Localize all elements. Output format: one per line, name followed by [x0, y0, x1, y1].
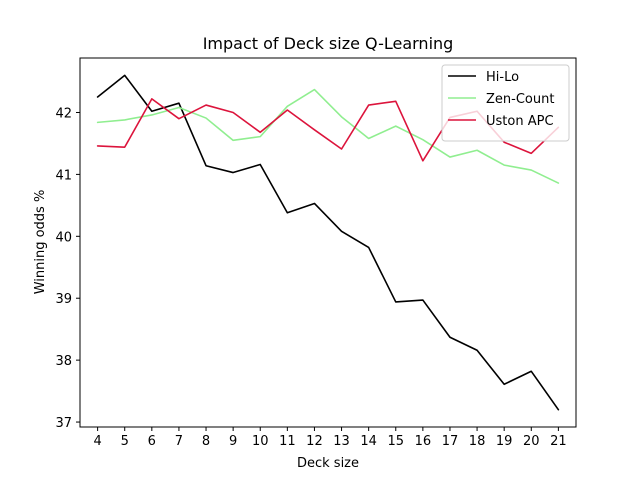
x-tick-label: 4 — [93, 434, 101, 449]
y-tick-label: 42 — [55, 106, 72, 121]
legend-label: Hi-Lo — [486, 70, 519, 85]
x-tick-label: 9 — [229, 434, 237, 449]
series-line-hi-lo — [96, 74, 560, 411]
y-tick-label: 41 — [55, 168, 72, 183]
y-axis-label: Winning odds % — [33, 190, 48, 295]
x-tick-label: 12 — [306, 434, 323, 449]
x-tick-label: 18 — [469, 434, 486, 449]
series-line-zen-count — [96, 88, 560, 184]
plot-frame — [79, 57, 577, 428]
x-axis: 4 5 6 7 8 9 10 11 12 13 14 15 16 17 18 19 20 21 — [93, 427, 567, 449]
y-tick-label: 37 — [55, 416, 72, 431]
x-axis-label: Deck size — [297, 456, 359, 471]
x-tick-label: 19 — [496, 434, 513, 449]
x-tick-label: 6 — [148, 434, 156, 449]
x-tick-label: 20 — [523, 434, 540, 449]
x-tick-label: 15 — [387, 434, 404, 449]
x-tick-label: 7 — [175, 434, 183, 449]
y-tick-label: 38 — [55, 354, 72, 369]
x-tick-label: 5 — [121, 434, 129, 449]
x-tick-label: 11 — [279, 434, 296, 449]
x-tick-label: 8 — [202, 434, 210, 449]
legend-box — [441, 64, 570, 142]
y-tick-label: 40 — [55, 230, 72, 245]
x-tick-label: 16 — [415, 434, 432, 449]
x-tick-label: 21 — [550, 434, 567, 449]
legend-label: Uston APC — [486, 114, 554, 129]
y-axis: 37 38 39 40 41 42 — [55, 106, 80, 431]
y-tick-label: 39 — [55, 292, 72, 307]
x-tick-label: 10 — [252, 434, 269, 449]
legend-label: Zen-Count — [486, 92, 554, 107]
x-tick-label: 14 — [360, 434, 377, 449]
x-tick-label: 17 — [442, 434, 459, 449]
x-tick-label: 13 — [333, 434, 350, 449]
legend: Hi-Lo Zen-Count Uston APC — [441, 64, 570, 142]
chart-title: Impact of Deck size Q-Learning — [203, 34, 454, 53]
